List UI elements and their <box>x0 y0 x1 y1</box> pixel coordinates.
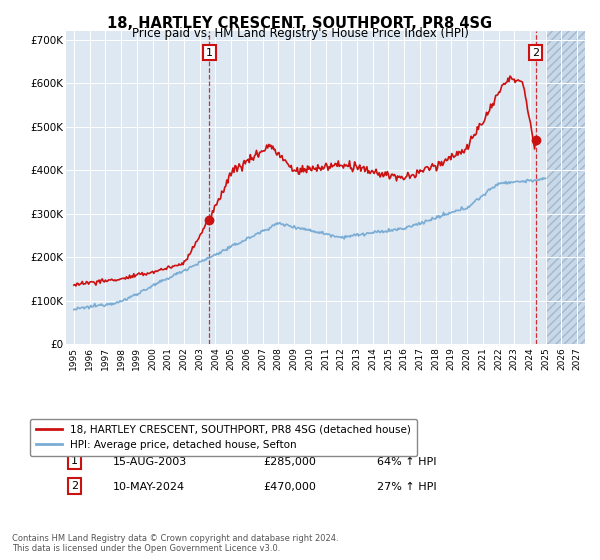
Text: 18, HARTLEY CRESCENT, SOUTHPORT, PR8 4SG: 18, HARTLEY CRESCENT, SOUTHPORT, PR8 4SG <box>107 16 493 31</box>
Bar <box>545 31 585 344</box>
Text: £470,000: £470,000 <box>263 482 316 492</box>
Bar <box>545 31 585 344</box>
Legend: 18, HARTLEY CRESCENT, SOUTHPORT, PR8 4SG (detached house), HPI: Average price, d: 18, HARTLEY CRESCENT, SOUTHPORT, PR8 4SG… <box>29 419 418 456</box>
Text: 64% ↑ HPI: 64% ↑ HPI <box>377 458 437 467</box>
Text: 27% ↑ HPI: 27% ↑ HPI <box>377 482 437 492</box>
Text: 1: 1 <box>71 456 78 466</box>
Text: 15-AUG-2003: 15-AUG-2003 <box>113 458 187 467</box>
Text: 10-MAY-2024: 10-MAY-2024 <box>113 482 185 492</box>
Text: Contains HM Land Registry data © Crown copyright and database right 2024.
This d: Contains HM Land Registry data © Crown c… <box>12 534 338 553</box>
Text: 1: 1 <box>206 48 213 58</box>
Text: 2: 2 <box>532 48 539 58</box>
Text: £285,000: £285,000 <box>263 458 316 467</box>
Text: Price paid vs. HM Land Registry's House Price Index (HPI): Price paid vs. HM Land Registry's House … <box>131 27 469 40</box>
Text: 2: 2 <box>71 481 79 491</box>
